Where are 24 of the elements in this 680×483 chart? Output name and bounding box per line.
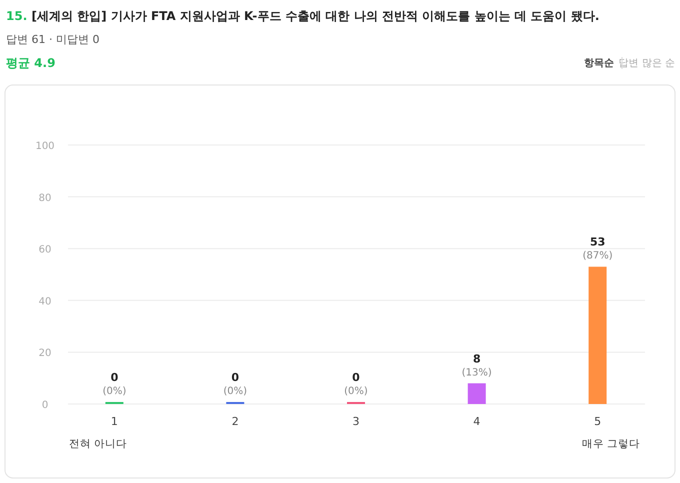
bar [468,383,486,404]
text: 항목순 [584,58,614,69]
data-label: 0 (0%) [344,371,368,397]
chart-subtitle: 답변 61 · 미답변 0 [6,33,100,46]
x-tick-label: 2 [232,415,239,428]
x-tick-label: 1 [110,415,118,428]
text: 매우 그렇다 [582,438,640,450]
y-tick-label: 60 [38,244,52,256]
y-tick-label: 80 [38,192,52,204]
data-label: 53 (87%) [582,236,613,262]
bar [588,266,607,404]
text: 평균 4.9 [6,56,56,70]
y-tick-label: 20 [38,348,52,360]
y-tick-label: 40 [38,296,52,308]
text: 전혀 아니다 [68,438,128,450]
data-label: 0 (0%) [102,371,126,397]
y-tick-label: 100 [35,141,55,152]
y-tick-label: 0 [42,400,48,411]
x-tick-label: 3 [352,415,360,428]
chart-title: 15. [세계의 한입] 기사가 FTA 지원사업과 K-푸드 수출에 대한 나의 전반적 이해도를 높이는 데 도움이 됐다. [6,9,600,23]
x-tick-label: 4 [473,415,480,428]
data-label: 8 (13%) [462,352,492,378]
data-label: 0 (0%) [223,371,248,397]
x-tick-label: 5 [594,415,602,428]
